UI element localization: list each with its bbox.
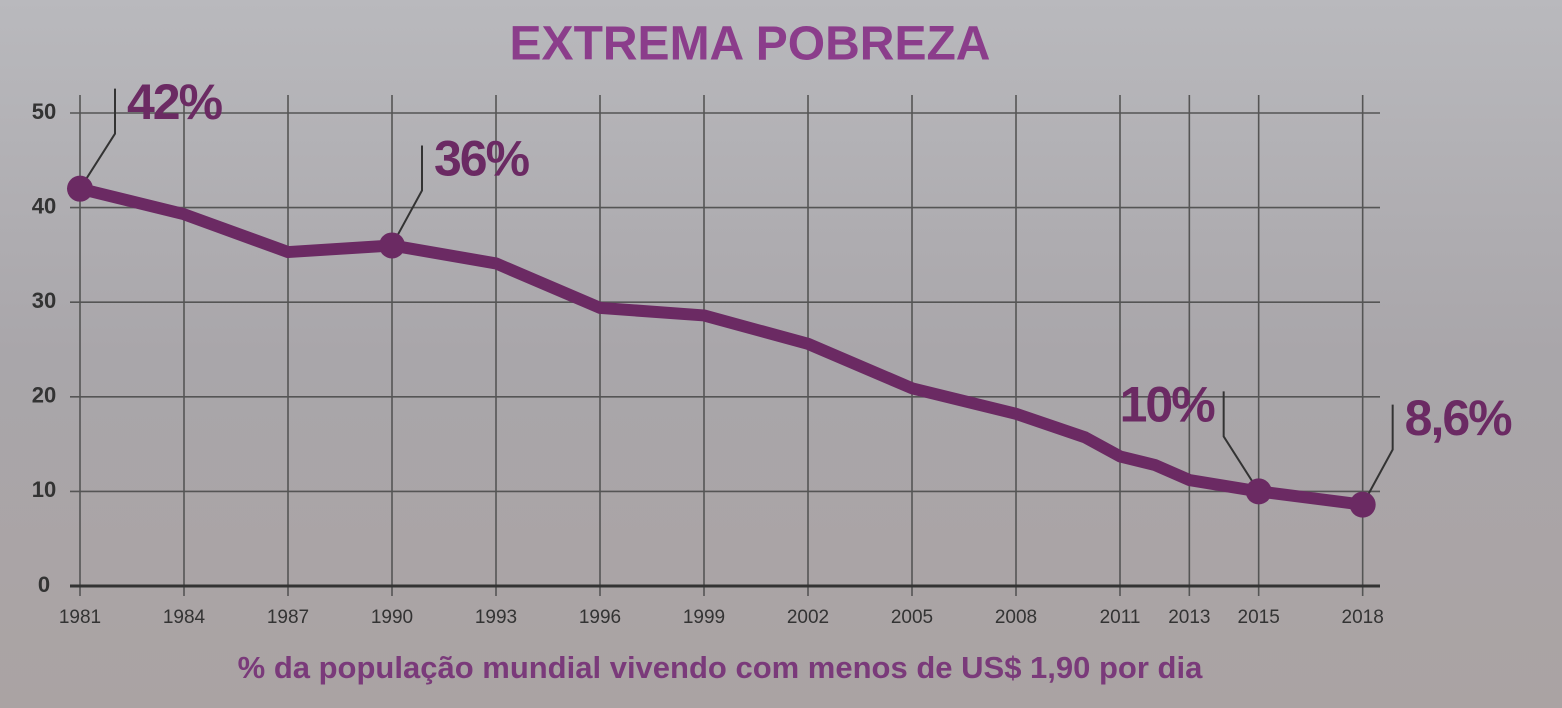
x-tick-label: 2015 — [1238, 607, 1280, 628]
leader-line — [1222, 391, 1260, 492]
x-tick-label: 2011 — [1100, 607, 1141, 628]
data-point — [67, 175, 93, 202]
x-axis-label: % da população mundial vivendo com menos… — [238, 650, 1203, 685]
data-label: 42% — [127, 74, 223, 130]
x-tick-label: 2013 — [1168, 607, 1210, 628]
x-tick-label: 2002 — [787, 607, 829, 628]
x-tick-label: 2005 — [891, 607, 933, 628]
x-tick-label: 1990 — [371, 607, 413, 628]
data-line — [74, 182, 1369, 511]
leader-line — [391, 145, 423, 246]
leader-line — [1361, 404, 1394, 506]
x-tick-label: 1993 — [475, 607, 517, 628]
y-tick-label: 20 — [32, 383, 56, 408]
x-tick-label: 1999 — [683, 607, 725, 628]
x-tick-label: 1987 — [267, 607, 309, 628]
x-tick-label: 1981 — [59, 607, 101, 628]
x-tick-label: 2008 — [995, 607, 1037, 628]
data-label: 8,6% — [1405, 390, 1513, 446]
leader-line — [79, 88, 116, 190]
data-point — [379, 232, 405, 259]
y-tick-label: 10 — [32, 477, 56, 502]
data-label: 36% — [434, 131, 530, 187]
y-tick-label: 0 — [38, 572, 50, 597]
x-tick-label: 1984 — [163, 607, 206, 628]
x-tick-label: 1996 — [579, 607, 621, 628]
y-tick-label: 30 — [32, 288, 56, 313]
y-tick-label: 50 — [32, 99, 56, 124]
data-label: 10% — [1120, 377, 1216, 433]
data-point — [1245, 478, 1272, 505]
y-tick-label: 40 — [32, 193, 56, 218]
chart-title: EXTREMA POBREZA — [510, 18, 991, 71]
data-point — [1349, 491, 1376, 518]
x-tick-label: 2018 — [1342, 607, 1384, 628]
